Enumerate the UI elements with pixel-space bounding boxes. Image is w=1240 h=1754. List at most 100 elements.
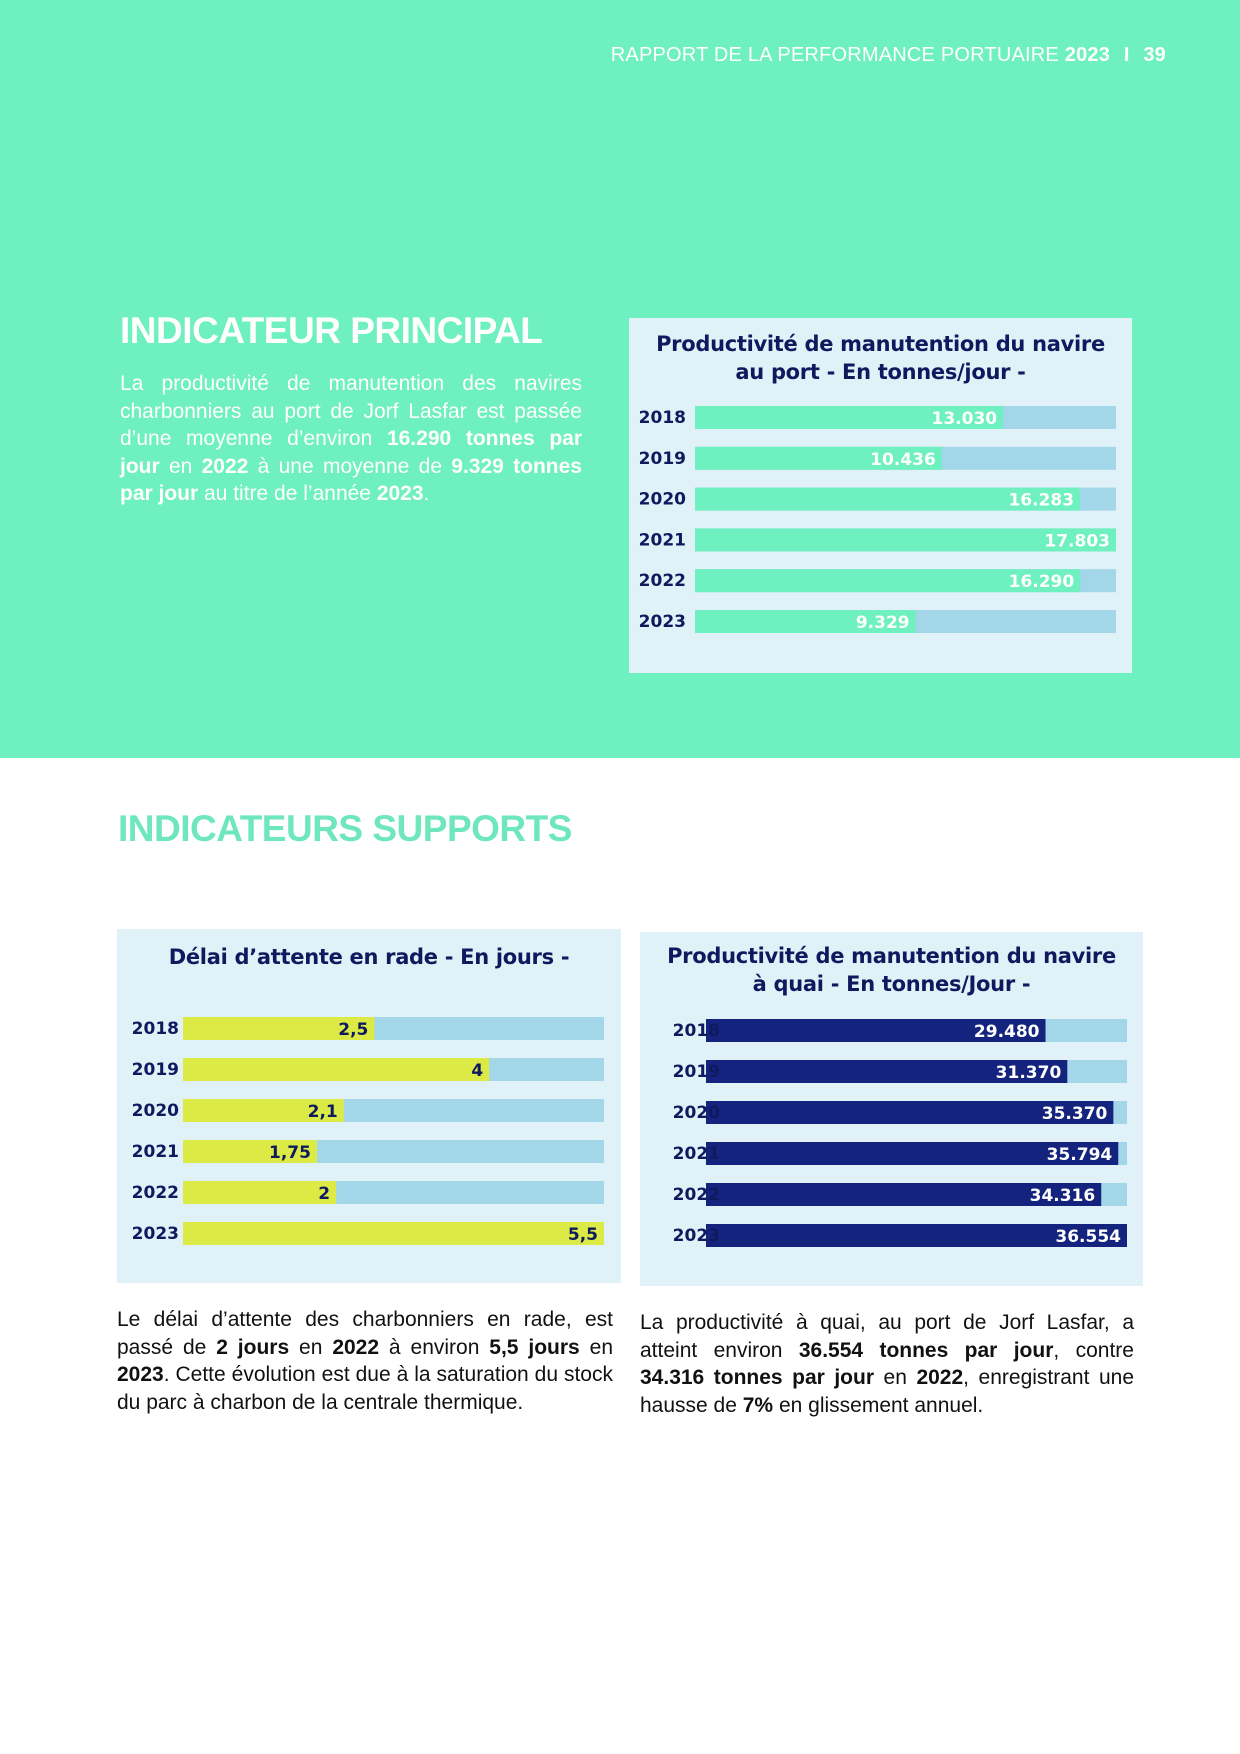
value-label: 34.316: [1030, 1186, 1096, 1206]
report-title: RAPPORT DE LA PERFORMANCE PORTUAIRE: [610, 44, 1059, 66]
value-label: 2,1: [308, 1102, 338, 1122]
chart-waiting-time: Délai d’attente en rade - En jours - 201…: [117, 929, 621, 1283]
value-label: 36.554: [1055, 1227, 1121, 1247]
chart-title-line: Productivité de manutention du navire: [656, 332, 1105, 356]
year-label: 2023: [673, 1226, 720, 1246]
value-label: 5,5: [568, 1225, 598, 1245]
emphasis-text: 7%: [742, 1393, 774, 1417]
bar-2023: [695, 610, 916, 633]
chart-title-line: au port - En tonnes/jour -: [735, 360, 1026, 384]
text-run: .: [423, 482, 430, 505]
bar-2019: [695, 446, 942, 470]
value-label: 35.794: [1047, 1145, 1113, 1165]
text-run: , enregistrant une hausse de: [640, 1366, 1135, 1417]
supports-heading: INDICATEURS SUPPORTS: [118, 808, 572, 849]
year-label: 2020: [673, 1103, 720, 1123]
chart-plot: 2018 29.480 2019 31.370 2020 35.370 2021 35.794…: [673, 1019, 1127, 1247]
year-label: 2023: [132, 1224, 179, 1244]
year-label: 2020: [132, 1101, 179, 1121]
bar-2019: [706, 1060, 1068, 1083]
value-label: 9.329: [856, 613, 910, 633]
text-run: La productivité à quai, au port de Jorf …: [640, 1311, 1134, 1362]
text-run: au titre de l’année: [198, 482, 377, 505]
text-run: en: [579, 1335, 613, 1359]
chart-plot: 2018 13.030 2019 10.436 2020 16.283 2021 17.803…: [639, 406, 1116, 633]
text-run: Le délai d’attente des charbonniers en r…: [117, 1308, 613, 1359]
bar-2023: [183, 1222, 604, 1245]
value-label: 10.436: [870, 450, 936, 470]
value-label: 13.030: [932, 409, 998, 429]
text-run: , contre: [1053, 1338, 1134, 1362]
year-label: 2022: [132, 1183, 179, 1203]
header-separator: I: [1123, 44, 1130, 66]
bar-2021: [183, 1140, 317, 1163]
chart-title-line: Productivité de manutention du navire: [667, 944, 1116, 968]
report-year: 2023: [1064, 44, 1111, 66]
chart-title: Productivité de manutention du navire à …: [640, 942, 1143, 998]
year-label: 2019: [639, 449, 686, 469]
emphasis-text: 2022: [916, 1366, 964, 1389]
chart-port-productivity: Productivité de manutention du navire au…: [629, 318, 1132, 673]
year-label: 2018: [132, 1019, 179, 1039]
running-header: RAPPORT DE LA PERFORMANCE PORTUAIRE 2023…: [611, 44, 1166, 67]
text-run: en: [159, 454, 202, 478]
emphasis-text: 2022: [332, 1335, 380, 1359]
text-run: La productivité de manutention des navir…: [120, 372, 582, 450]
text-run: en: [289, 1335, 333, 1359]
year-label: 2023: [639, 612, 686, 632]
value-label: 29.480: [974, 1022, 1040, 1042]
emphasis-text: 9.329 tonnes par jour: [120, 454, 582, 506]
year-label: 2021: [639, 530, 686, 550]
supports-paragraph-left: Le délai d’attente des charbonniers en r…: [117, 1306, 613, 1416]
year-label: 2020: [639, 490, 686, 510]
year-label: 2021: [673, 1144, 720, 1164]
bar-2022: [183, 1181, 337, 1204]
bar-2022: [695, 569, 1081, 593]
emphasis-text: 2023: [117, 1363, 164, 1386]
value-label: 35.370: [1042, 1104, 1108, 1124]
value-label: 31.370: [996, 1063, 1062, 1083]
page-number: 39: [1143, 44, 1166, 66]
bar-2021: [695, 528, 1116, 552]
chart-quay-productivity: Productivité de manutention du navire à …: [640, 932, 1143, 1286]
value-label: 1,75: [269, 1143, 311, 1163]
text-run: en: [874, 1366, 917, 1389]
emphasis-text: 2 jours: [216, 1335, 290, 1359]
value-label: 16.283: [1008, 491, 1074, 511]
bar-2020: [706, 1101, 1114, 1124]
year-label: 2018: [673, 1021, 720, 1041]
principal-paragraph: La productivité de manutention des navir…: [120, 370, 582, 508]
emphasis-text: 36.554 tonnes par jour: [798, 1338, 1054, 1362]
value-label: 17.803: [1044, 531, 1110, 551]
year-label: 2018: [639, 408, 686, 428]
supports-paragraph-right: La productivité à quai, au port de Jorf …: [640, 1309, 1134, 1419]
value-label: 16.290: [1009, 572, 1075, 592]
text-run: à environ: [379, 1335, 490, 1359]
year-label: 2022: [639, 571, 686, 591]
bar-2020: [183, 1099, 344, 1122]
value-label: 2,5: [338, 1020, 368, 1040]
value-label: 2: [318, 1184, 330, 1204]
bar-2021: [706, 1142, 1119, 1165]
chart-title-line: à quai - En tonnes/Jour -: [752, 972, 1031, 996]
chart-plot: 2018 2,5 2019 4 2020 2,1 2021 1,75 2022 2 2023 5,5: [132, 1017, 604, 1245]
emphasis-text: 16.290 tonnes par jour: [120, 427, 582, 478]
text-run: à une moyenne de: [248, 454, 452, 478]
bar-2020: [695, 487, 1081, 511]
year-label: 2019: [673, 1062, 720, 1082]
principal-heading: INDICATEUR PRINCIPAL: [120, 310, 543, 351]
bar-2019: [183, 1058, 490, 1081]
bar-2018: [695, 406, 1004, 429]
chart-title: Productivité de manutention du navire au…: [629, 330, 1132, 386]
value-label: 4: [471, 1061, 483, 1081]
text-run: . Cette évolution est due à la saturatio…: [117, 1363, 613, 1414]
text-run: en glissement annuel.: [773, 1393, 984, 1417]
bar-2022: [706, 1183, 1102, 1206]
emphasis-text: 2022: [201, 454, 249, 478]
year-label: 2021: [132, 1142, 179, 1162]
bar-2023: [706, 1224, 1127, 1247]
year-label: 2022: [673, 1185, 720, 1205]
emphasis-text: 2023: [376, 482, 424, 505]
bar-2018: [706, 1019, 1046, 1042]
chart-title-line: Délai d’attente en rade - En jours -: [168, 945, 570, 969]
